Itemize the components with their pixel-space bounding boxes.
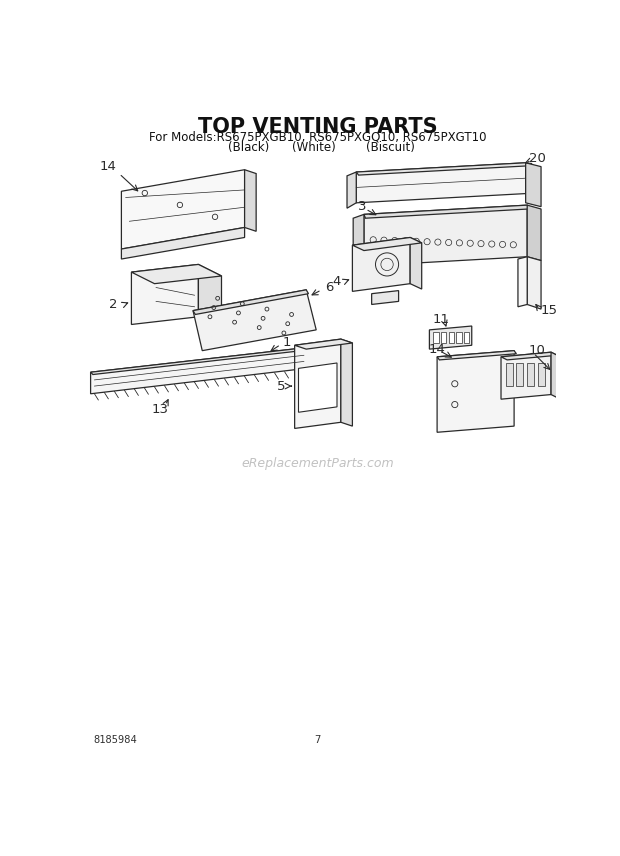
Text: 4: 4 bbox=[332, 275, 340, 288]
Polygon shape bbox=[371, 290, 399, 305]
Polygon shape bbox=[294, 339, 341, 429]
Text: 10: 10 bbox=[529, 344, 546, 357]
Polygon shape bbox=[551, 352, 557, 398]
Polygon shape bbox=[526, 163, 541, 206]
Polygon shape bbox=[353, 214, 364, 270]
Text: (Biscuit): (Biscuit) bbox=[366, 141, 415, 154]
Text: For Models:RS675PXGB10, RS675PXGQ10, RS675PXGT10: For Models:RS675PXGB10, RS675PXGQ10, RS6… bbox=[149, 130, 487, 144]
Polygon shape bbox=[198, 265, 221, 317]
Polygon shape bbox=[356, 163, 526, 203]
Polygon shape bbox=[347, 172, 356, 208]
Polygon shape bbox=[501, 352, 557, 360]
Text: 6: 6 bbox=[325, 281, 334, 294]
Text: 11: 11 bbox=[433, 313, 450, 326]
Polygon shape bbox=[131, 265, 198, 324]
Text: 5: 5 bbox=[277, 379, 285, 393]
Bar bbox=[464, 332, 469, 343]
Polygon shape bbox=[298, 363, 337, 413]
Bar bbox=[433, 332, 438, 343]
Polygon shape bbox=[501, 352, 551, 399]
Text: (White): (White) bbox=[292, 141, 336, 154]
Text: 14: 14 bbox=[100, 160, 117, 173]
Polygon shape bbox=[245, 169, 256, 231]
Polygon shape bbox=[437, 351, 514, 432]
Text: (Black): (Black) bbox=[228, 141, 269, 154]
Polygon shape bbox=[518, 257, 527, 306]
Bar bbox=[456, 332, 462, 343]
Text: eReplacementParts.com: eReplacementParts.com bbox=[241, 457, 394, 470]
Text: 14: 14 bbox=[428, 342, 446, 355]
Bar bbox=[516, 363, 523, 386]
Polygon shape bbox=[193, 290, 309, 314]
Polygon shape bbox=[364, 205, 529, 218]
Polygon shape bbox=[352, 237, 410, 291]
Text: TOP VENTING PARTS: TOP VENTING PARTS bbox=[198, 116, 438, 137]
Polygon shape bbox=[294, 339, 352, 349]
Polygon shape bbox=[364, 205, 527, 266]
Text: 8185984: 8185984 bbox=[93, 735, 136, 746]
Text: 13: 13 bbox=[151, 402, 169, 416]
Polygon shape bbox=[352, 237, 422, 251]
Polygon shape bbox=[193, 290, 316, 351]
Text: 7: 7 bbox=[314, 735, 321, 746]
Bar bbox=[441, 332, 446, 343]
Text: 2: 2 bbox=[110, 298, 118, 311]
Polygon shape bbox=[356, 163, 528, 175]
Bar bbox=[527, 363, 534, 386]
Text: 20: 20 bbox=[529, 152, 546, 164]
Polygon shape bbox=[341, 339, 352, 426]
Text: 3: 3 bbox=[358, 200, 366, 213]
Text: 1: 1 bbox=[283, 336, 291, 349]
Polygon shape bbox=[437, 351, 516, 360]
Bar bbox=[538, 363, 545, 386]
Bar bbox=[506, 363, 513, 386]
Polygon shape bbox=[131, 265, 221, 283]
Polygon shape bbox=[122, 169, 245, 249]
Polygon shape bbox=[410, 237, 422, 289]
Bar bbox=[449, 332, 454, 343]
Polygon shape bbox=[122, 228, 245, 259]
Polygon shape bbox=[91, 348, 309, 375]
Polygon shape bbox=[527, 257, 541, 309]
Polygon shape bbox=[91, 348, 306, 394]
Text: 15: 15 bbox=[541, 304, 558, 317]
Polygon shape bbox=[527, 205, 541, 260]
Polygon shape bbox=[430, 326, 472, 349]
